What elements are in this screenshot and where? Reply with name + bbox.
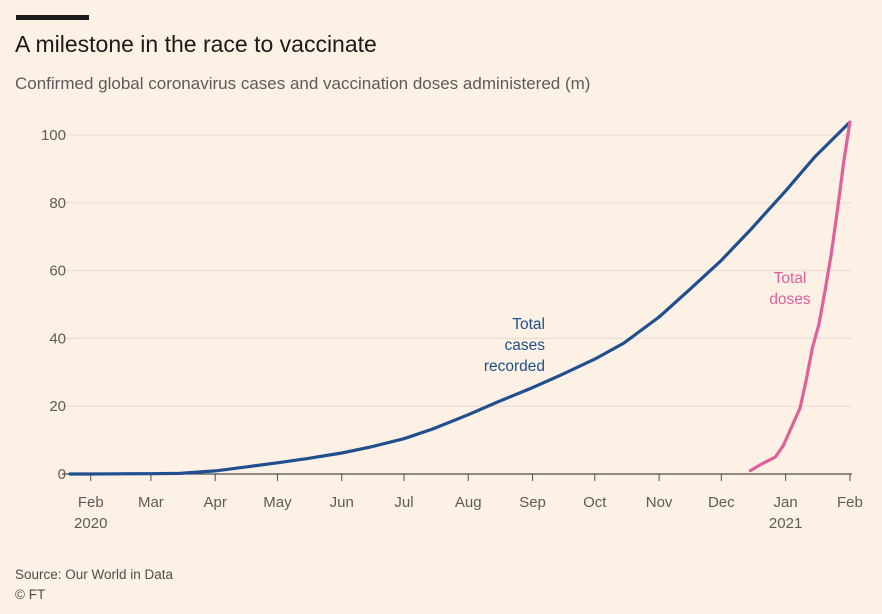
x-tick-label: May: [263, 494, 292, 511]
x-tick-label: Jan: [774, 494, 798, 511]
x-tick-label: Aug: [455, 494, 482, 511]
x-tick-label: Jul: [394, 494, 413, 511]
y-tick-label: 40: [49, 330, 66, 347]
series-lines: [68, 120, 852, 476]
y-tick-label: 80: [49, 195, 66, 212]
x-tick-label: Nov: [646, 494, 673, 511]
y-tick-label: 20: [49, 398, 66, 415]
chart-subtitle: Confirmed global coronavirus cases and v…: [15, 74, 591, 93]
chart-title: A milestone in the race to vaccinate: [15, 31, 377, 57]
x-tick-label: Feb: [78, 494, 104, 511]
x-tick-year-label: 2020: [74, 515, 107, 532]
cases-series-label: Total: [512, 316, 545, 333]
x-axis: Feb 2020 Mar Apr May Jun Jul Aug Sep Oct Nov Dec Jan…: [74, 474, 863, 532]
doses-series-line: [748, 120, 852, 473]
doses-series-label: Total: [774, 270, 807, 287]
x-tick-label: Sep: [519, 494, 546, 511]
x-tick-year-label: 2021: [769, 515, 802, 532]
x-tick-label: Dec: [708, 494, 735, 511]
y-tick-label: 100: [41, 127, 66, 144]
cases-series-line: [68, 120, 852, 476]
y-axis-labels: 0 20 40 60 80 100: [41, 127, 66, 483]
series-annotations: Total cases recorded Total doses: [484, 270, 811, 375]
x-tick-label: Feb: [837, 494, 863, 511]
doses-series-label: doses: [769, 291, 811, 308]
y-tick-label: 60: [49, 263, 66, 280]
x-tick-label: Apr: [204, 494, 227, 511]
cases-series-label: recorded: [484, 358, 545, 375]
x-tick-label: Jun: [330, 494, 354, 511]
cases-series-label: cases: [505, 337, 546, 354]
grid-lines: [62, 134, 852, 475]
source-note: Source: Our World in Data: [15, 567, 174, 582]
y-tick-label: 0: [58, 466, 66, 483]
x-tick-label: Mar: [138, 494, 164, 511]
copyright-note: © FT: [15, 587, 46, 602]
ft-top-bar: [16, 15, 89, 20]
x-tick-label: Oct: [583, 494, 607, 511]
